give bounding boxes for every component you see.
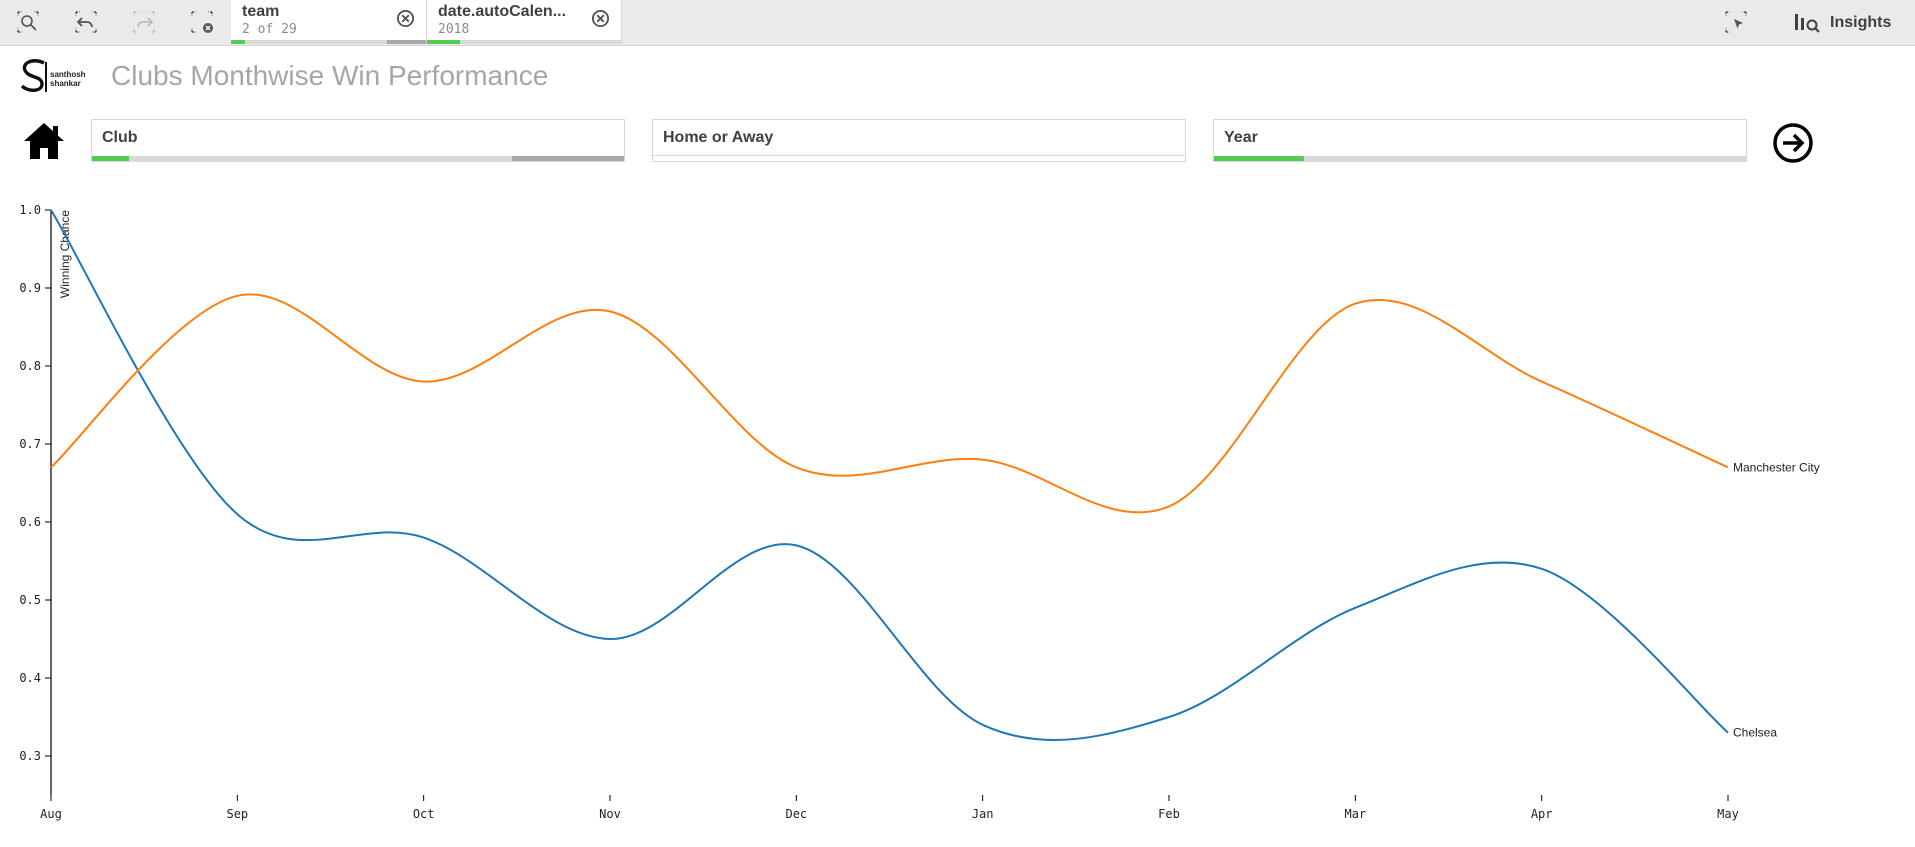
insights-button[interactable]: Insights bbox=[1794, 12, 1891, 34]
x-tick-label: Nov bbox=[599, 807, 621, 821]
x-tick-label: Dec bbox=[785, 807, 807, 821]
top-toolbar: team 2 of 29 date.autoCalen... 2018 bbox=[0, 0, 1915, 46]
filter-pane-year[interactable]: Year bbox=[1213, 119, 1747, 162]
filter-label: Home or Away bbox=[663, 129, 774, 146]
y-axis-title: Winning Chance bbox=[58, 210, 72, 298]
step-forward-button[interactable] bbox=[128, 8, 160, 36]
x-tick-label: Feb bbox=[1158, 807, 1180, 821]
x-tick-label: Jan bbox=[972, 807, 994, 821]
selection-chip-date[interactable]: date.autoCalen... 2018 bbox=[427, 0, 622, 44]
x-tick-label: Oct bbox=[413, 807, 435, 821]
selections-tool-icon bbox=[1725, 11, 1747, 33]
selection-chip-value: 2018 bbox=[438, 22, 470, 37]
next-sheet-icon[interactable] bbox=[1772, 122, 1814, 164]
series-label-manchester-city: Manchester City bbox=[1733, 460, 1820, 474]
selection-chip-title: date.autoCalen... bbox=[438, 3, 567, 20]
series-label-chelsea: Chelsea bbox=[1733, 726, 1777, 740]
win-performance-line-chart: 0.3 0.4 0.5 0.6 0.7 0.8 0.9 1.0 Winning Chance Au… bbox=[19, 203, 1820, 821]
selection-chip-team[interactable]: team 2 of 29 bbox=[231, 0, 427, 44]
x-tick-label: Mar bbox=[1344, 807, 1366, 821]
clear-selections-button[interactable] bbox=[186, 8, 218, 36]
insights-icon bbox=[1795, 14, 1820, 33]
page-title: Clubs Monthwise Win Performance bbox=[111, 60, 549, 91]
series-line-chelsea bbox=[50, 209, 1729, 742]
filter-pane-club[interactable]: Club bbox=[91, 119, 625, 162]
step-back-icon bbox=[75, 11, 97, 33]
smart-search-button[interactable] bbox=[12, 8, 44, 36]
filter-state-bar bbox=[1214, 156, 1746, 161]
step-back-button[interactable] bbox=[70, 8, 102, 36]
selection-state-bar bbox=[231, 40, 426, 44]
x-tick-label: Aug bbox=[40, 807, 62, 821]
y-tick-label: 0.6 bbox=[19, 515, 41, 529]
x-tick-label: Apr bbox=[1531, 807, 1553, 821]
series-line-manchester-city bbox=[50, 293, 1729, 514]
y-tick-label: 0.9 bbox=[19, 281, 41, 295]
y-tick-label: 0.8 bbox=[19, 359, 41, 373]
y-tick-label: 0.5 bbox=[19, 593, 41, 607]
step-forward-icon bbox=[133, 11, 155, 33]
insights-label: Insights bbox=[1830, 14, 1892, 31]
logo-icon bbox=[20, 59, 47, 92]
filter-state-bar bbox=[653, 155, 1185, 161]
x-tick-label: Sep bbox=[226, 807, 248, 821]
x-tick-label: May bbox=[1717, 807, 1739, 821]
smart-search-icon bbox=[17, 11, 39, 33]
selection-state-bar bbox=[427, 40, 621, 44]
y-tick-label: 0.7 bbox=[19, 437, 41, 451]
filter-pane-home-or-away[interactable]: Home or Away bbox=[652, 119, 1186, 162]
y-tick-label: 0.3 bbox=[19, 749, 41, 763]
selections-tool-button[interactable] bbox=[1720, 8, 1752, 36]
selection-chip-title: team bbox=[242, 3, 280, 20]
y-tick-label: 1.0 bbox=[19, 203, 41, 217]
filter-label: Club bbox=[102, 129, 138, 146]
selection-chip-count: 2 of 29 bbox=[242, 22, 297, 37]
filter-state-bar bbox=[92, 156, 624, 161]
filter-label: Year bbox=[1224, 129, 1258, 146]
logo-text: santhosh shankar bbox=[50, 70, 86, 88]
clear-selections-icon bbox=[191, 11, 213, 33]
home-icon[interactable] bbox=[22, 121, 66, 161]
y-tick-label: 0.4 bbox=[19, 671, 41, 685]
close-icon[interactable] bbox=[591, 9, 610, 28]
close-icon[interactable] bbox=[396, 9, 415, 28]
